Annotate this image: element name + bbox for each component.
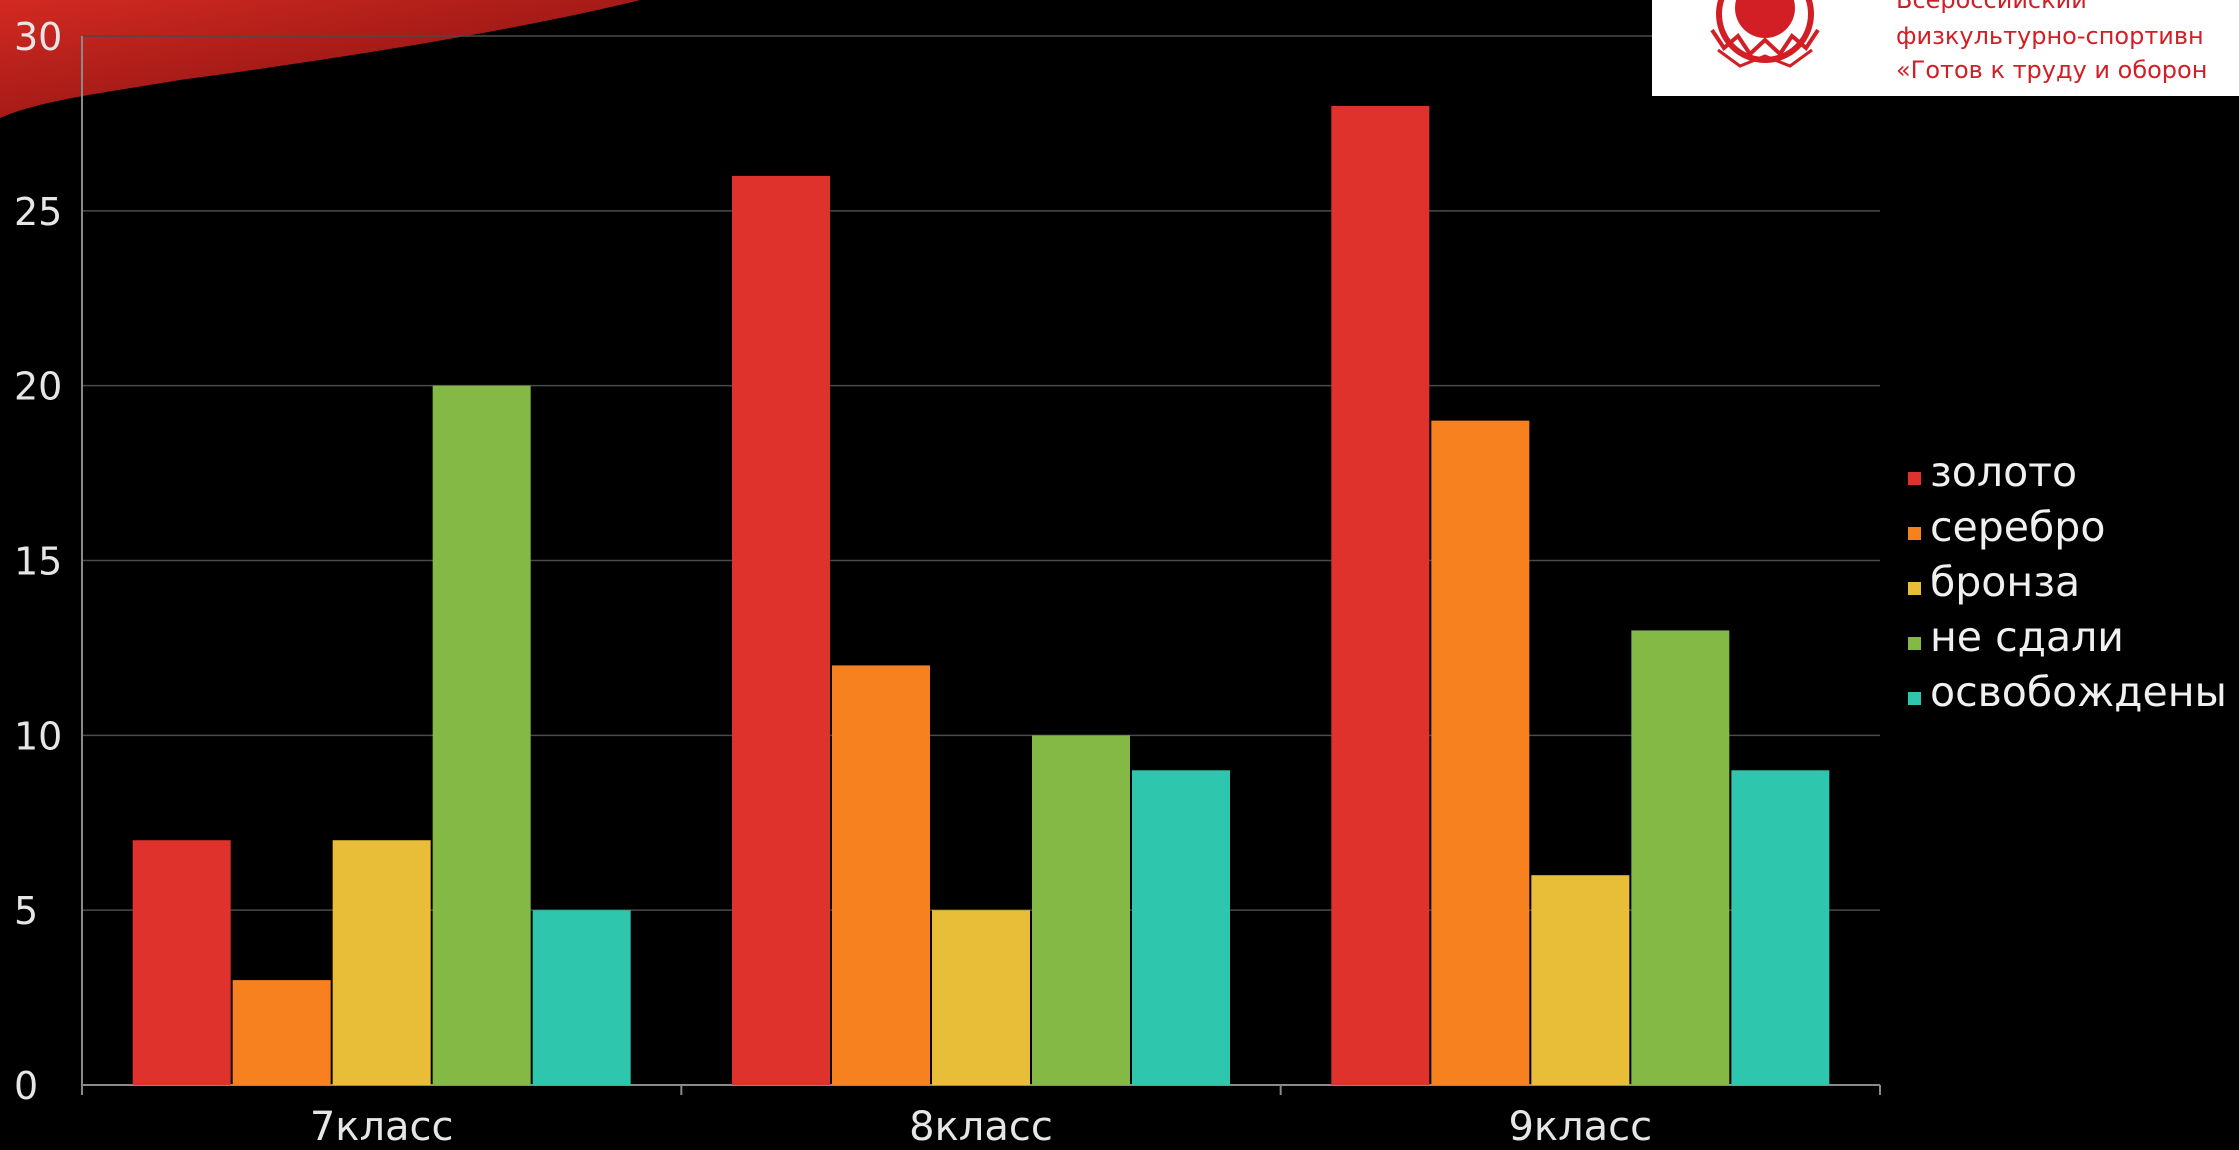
- gto-logo: Всероссийский физкультурно-спортивн «Гот…: [1652, 0, 2239, 96]
- y-tick-label: 0: [14, 1064, 38, 1108]
- y-tick-label: 5: [14, 889, 38, 933]
- x-axis-labels: 7класс 8класс 9класс: [310, 1104, 1652, 1150]
- legend-label: бронза: [1930, 558, 2080, 606]
- gto-text-line-1: Всероссийский: [1896, 0, 2087, 14]
- bar: [232, 980, 331, 1085]
- corner-swoosh: [0, 0, 640, 118]
- bar: [1132, 770, 1230, 1085]
- gto-text-line-3: «Готов к труду и оборон: [1896, 56, 2207, 84]
- y-tick-label: 15: [14, 540, 62, 584]
- legend-swatch: [1908, 527, 1921, 540]
- y-tick-label: 30: [14, 15, 62, 59]
- x-tick-label: 9класс: [1508, 1104, 1652, 1150]
- bar: [1331, 105, 1430, 1085]
- bar: [1731, 770, 1830, 1085]
- bar: [832, 665, 930, 1085]
- legend-label: не сдали: [1930, 613, 2124, 661]
- x-tick-label: 8класс: [909, 1104, 1053, 1150]
- legend-label: золото: [1930, 448, 2077, 496]
- legend-swatch: [1908, 582, 1921, 595]
- bar: [532, 910, 631, 1085]
- bar: [1531, 875, 1630, 1085]
- x-tick-label: 7класс: [310, 1104, 454, 1150]
- bars: [132, 105, 1830, 1086]
- bar: [732, 175, 830, 1085]
- bar: [1032, 735, 1130, 1085]
- y-axis-ticks: 0 5 10 15 20 25 30: [14, 15, 62, 1108]
- y-tick-label: 25: [14, 190, 62, 234]
- gto-text-line-2: физкультурно-спортивн: [1896, 22, 2204, 50]
- bar: [1631, 630, 1730, 1085]
- bar: [332, 840, 431, 1085]
- y-tick-label: 20: [14, 365, 62, 409]
- legend: золото серебро бронза не сдали освобождены: [1908, 448, 2227, 716]
- bar: [432, 385, 531, 1086]
- legend-swatch: [1908, 472, 1921, 485]
- legend-label: освобождены: [1930, 668, 2227, 716]
- bar: [132, 840, 231, 1085]
- legend-swatch: [1908, 637, 1921, 650]
- bar: [932, 910, 1030, 1085]
- bar: [1431, 420, 1530, 1086]
- y-tick-label: 10: [14, 714, 62, 758]
- legend-label: серебро: [1930, 503, 2105, 551]
- legend-swatch: [1908, 692, 1921, 705]
- gto-emblem-icon: [1710, 0, 1820, 68]
